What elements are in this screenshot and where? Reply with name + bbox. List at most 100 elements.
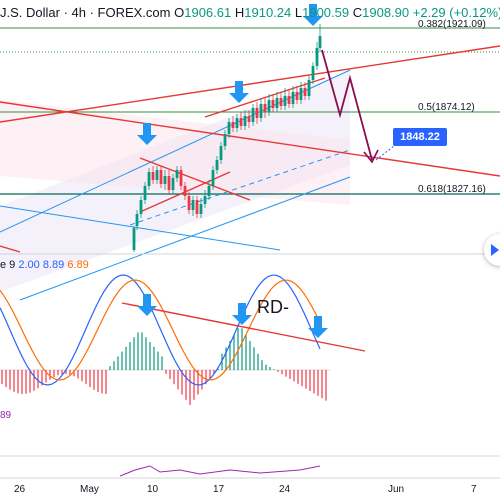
trend-line-falling bbox=[0, 101, 500, 177]
fib-label-618: 0.618(1827.16) bbox=[418, 184, 486, 195]
down-arrow-icon bbox=[308, 316, 328, 338]
candle-body bbox=[143, 186, 147, 200]
high-prefix: H bbox=[234, 5, 245, 20]
trend-line-bottom bbox=[0, 245, 21, 253]
fib-label-382: 0.382(1921.09) bbox=[418, 19, 486, 30]
oscillator-value-3: 6.89 bbox=[67, 259, 89, 271]
fib-label-50: 0.5(1874.12) bbox=[418, 102, 475, 113]
candle-body bbox=[199, 204, 203, 214]
candle-body bbox=[275, 98, 279, 108]
candle-body bbox=[283, 96, 287, 106]
oscillator-macd-line bbox=[0, 274, 321, 386]
candle-body bbox=[203, 196, 207, 204]
candle-body bbox=[231, 122, 235, 128]
candle-body bbox=[227, 122, 231, 134]
scroll-forward-button[interactable] bbox=[484, 234, 500, 266]
oscillator-value-1: 2.00 bbox=[18, 259, 40, 271]
chevron-right-icon bbox=[491, 244, 499, 256]
candle-body bbox=[223, 134, 227, 146]
symbol-label[interactable]: J.S. Dollar · 4h · FOREX.com bbox=[0, 5, 171, 20]
candle-body bbox=[183, 186, 187, 196]
down-arrow-icon bbox=[229, 81, 249, 103]
candle-body bbox=[279, 98, 283, 106]
candle-body bbox=[263, 104, 267, 112]
low-value: 1900.59 bbox=[302, 5, 350, 20]
candle-body bbox=[215, 160, 219, 170]
candle-body bbox=[239, 118, 243, 126]
candle-body bbox=[151, 172, 155, 180]
down-arrow-icon bbox=[232, 303, 252, 325]
candle-body bbox=[311, 66, 315, 80]
oscillator-name: e 9 bbox=[0, 259, 16, 271]
candle-body bbox=[175, 170, 179, 178]
lower-pane-value: 89 bbox=[0, 410, 12, 421]
oscillator-value-2: 8.89 bbox=[42, 259, 65, 271]
candle-body bbox=[167, 176, 171, 190]
candle-body bbox=[255, 108, 259, 118]
candle-body bbox=[291, 92, 295, 104]
candle-body bbox=[251, 108, 255, 122]
channel-left-line bbox=[0, 205, 281, 251]
candle-body bbox=[247, 116, 251, 122]
high-value: 1910.24 bbox=[244, 5, 292, 20]
channel-mid-line bbox=[129, 149, 351, 226]
candle-body bbox=[139, 200, 143, 214]
candle-body bbox=[211, 170, 215, 186]
trend-line-rising bbox=[0, 45, 500, 123]
candle-body bbox=[187, 196, 191, 210]
projected-path-arrowhead bbox=[363, 149, 379, 164]
candle-body bbox=[315, 48, 319, 66]
candle-body bbox=[179, 170, 183, 186]
candle-body bbox=[155, 170, 159, 180]
change-value: +2.29 (+0.12%) bbox=[412, 5, 500, 20]
candle-body bbox=[195, 200, 199, 214]
x-axis-label-jun: Jun bbox=[388, 484, 405, 495]
down-arrow-icon bbox=[137, 123, 157, 145]
down-arrow-icon bbox=[303, 4, 323, 26]
x-axis-label-7: 7 bbox=[471, 484, 477, 495]
candle-body bbox=[271, 100, 275, 108]
candle-body bbox=[318, 36, 322, 48]
divergence-annotation: RD- bbox=[257, 297, 289, 317]
candle-body bbox=[163, 176, 167, 184]
candle-body bbox=[235, 118, 239, 128]
candle-body bbox=[135, 214, 139, 226]
candle-body bbox=[303, 88, 307, 96]
descending-channel-fill bbox=[0, 100, 350, 205]
close-value: 1908.90 bbox=[362, 5, 410, 20]
x-axis-label-may: May bbox=[80, 484, 99, 495]
candles bbox=[132, 24, 322, 252]
divergence-line bbox=[121, 302, 366, 352]
channel-lower-line bbox=[19, 176, 351, 301]
x-axis-label-24: 24 bbox=[279, 484, 291, 495]
candle-body bbox=[267, 100, 271, 112]
candle-body bbox=[159, 170, 163, 184]
candle-body bbox=[295, 92, 299, 100]
candle-body bbox=[191, 200, 195, 210]
candle-body bbox=[259, 104, 263, 118]
open-prefix: O bbox=[174, 5, 185, 20]
price-target-label[interactable]: 1848.22 bbox=[393, 128, 447, 146]
projected-path bbox=[321, 49, 373, 161]
x-axis-label-17: 17 bbox=[213, 484, 225, 495]
open-value: 1906.61 bbox=[184, 5, 232, 20]
oscillator-legend[interactable]: e 9 2.00 8.89 6.89 bbox=[0, 259, 89, 271]
oscillator-histogram bbox=[1, 328, 327, 405]
candle-body bbox=[243, 116, 247, 126]
x-axis-label-26: 26 bbox=[14, 484, 26, 495]
candle-body bbox=[287, 96, 291, 104]
arrow-markers bbox=[137, 4, 328, 338]
candle-body bbox=[132, 228, 136, 250]
low-prefix: L bbox=[294, 5, 303, 20]
candle-body bbox=[307, 80, 311, 96]
x-axis-label-10: 10 bbox=[147, 484, 159, 495]
candle-body bbox=[147, 172, 151, 186]
triangle-line-a bbox=[139, 157, 251, 201]
down-arrow-icon bbox=[137, 294, 157, 316]
candle-body bbox=[219, 146, 223, 160]
chart-header: J.S. Dollar · 4h · FOREX.com O1906.61 H1… bbox=[0, 5, 500, 20]
candle-body bbox=[207, 186, 211, 196]
lower-indicator-line bbox=[119, 465, 321, 477]
oscillator-signal-line bbox=[0, 279, 321, 381]
